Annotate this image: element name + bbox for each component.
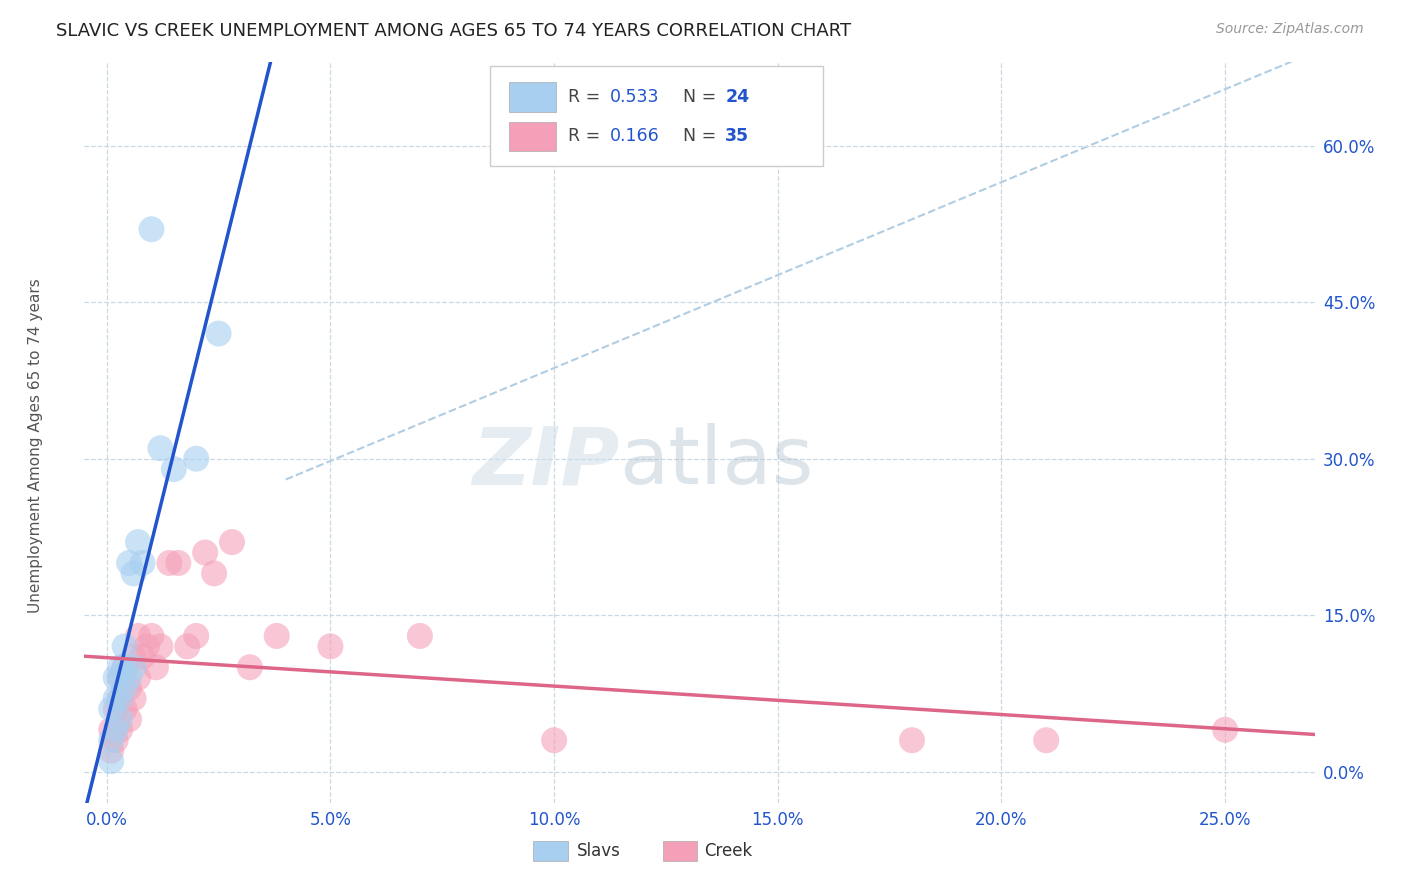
Point — [104, 723, 127, 737]
Text: R =: R = — [568, 128, 606, 145]
Point — [186, 629, 208, 643]
Point — [1213, 723, 1236, 737]
Point — [122, 691, 145, 706]
Point — [100, 744, 122, 758]
Point — [100, 702, 122, 716]
Point — [202, 566, 225, 581]
Point — [114, 681, 136, 695]
Point — [167, 556, 190, 570]
Point — [149, 640, 172, 654]
Point — [409, 629, 432, 643]
Bar — [533, 840, 568, 862]
Point — [104, 733, 127, 747]
Point — [104, 702, 127, 716]
Point — [108, 723, 131, 737]
Point — [114, 660, 136, 674]
Point — [114, 702, 136, 716]
Point — [108, 691, 131, 706]
Text: Slavs: Slavs — [576, 842, 620, 860]
Bar — [509, 121, 555, 152]
Point — [118, 671, 141, 685]
Point — [131, 556, 153, 570]
Point — [136, 640, 159, 654]
Text: Creek: Creek — [704, 842, 752, 860]
Text: atlas: atlas — [620, 423, 814, 501]
Point — [163, 462, 186, 476]
Point — [901, 733, 924, 747]
Point — [100, 754, 122, 768]
Point — [100, 723, 122, 737]
FancyBboxPatch shape — [491, 66, 823, 166]
Point — [122, 566, 145, 581]
Point — [104, 691, 127, 706]
Text: N =: N = — [683, 128, 723, 145]
Point — [221, 535, 243, 549]
Point — [127, 671, 149, 685]
Point — [108, 691, 131, 706]
Text: Source: ZipAtlas.com: Source: ZipAtlas.com — [1216, 22, 1364, 37]
Point — [131, 649, 153, 664]
Point — [118, 681, 141, 695]
Text: 0.533: 0.533 — [610, 88, 659, 106]
Point — [141, 222, 163, 236]
Text: SLAVIC VS CREEK UNEMPLOYMENT AMONG AGES 65 TO 74 YEARS CORRELATION CHART: SLAVIC VS CREEK UNEMPLOYMENT AMONG AGES … — [56, 22, 852, 40]
Point — [145, 660, 167, 674]
Point — [266, 629, 288, 643]
Text: 35: 35 — [725, 128, 749, 145]
Point — [104, 671, 127, 685]
Text: 0.166: 0.166 — [610, 128, 659, 145]
Point — [1035, 733, 1057, 747]
Point — [194, 545, 217, 559]
Point — [100, 733, 122, 747]
Point — [543, 733, 565, 747]
Point — [122, 660, 145, 674]
Point — [122, 649, 145, 664]
Text: ZIP: ZIP — [472, 423, 620, 501]
Text: Unemployment Among Ages 65 to 74 years: Unemployment Among Ages 65 to 74 years — [28, 278, 42, 614]
Point — [108, 671, 131, 685]
Point — [118, 712, 141, 726]
Point — [176, 640, 198, 654]
Point — [319, 640, 342, 654]
Point — [127, 535, 149, 549]
Point — [108, 671, 131, 685]
Point — [141, 629, 163, 643]
Point — [239, 660, 262, 674]
Point — [149, 442, 172, 456]
Text: N =: N = — [683, 88, 723, 106]
Point — [108, 712, 131, 726]
Point — [207, 326, 229, 341]
Point — [114, 660, 136, 674]
Bar — [509, 82, 555, 112]
Text: R =: R = — [568, 88, 606, 106]
Point — [114, 640, 136, 654]
Point — [157, 556, 180, 570]
Text: 24: 24 — [725, 88, 749, 106]
Point — [186, 451, 208, 466]
Point — [127, 629, 149, 643]
Point — [118, 556, 141, 570]
Bar — [662, 840, 697, 862]
Point — [108, 660, 131, 674]
